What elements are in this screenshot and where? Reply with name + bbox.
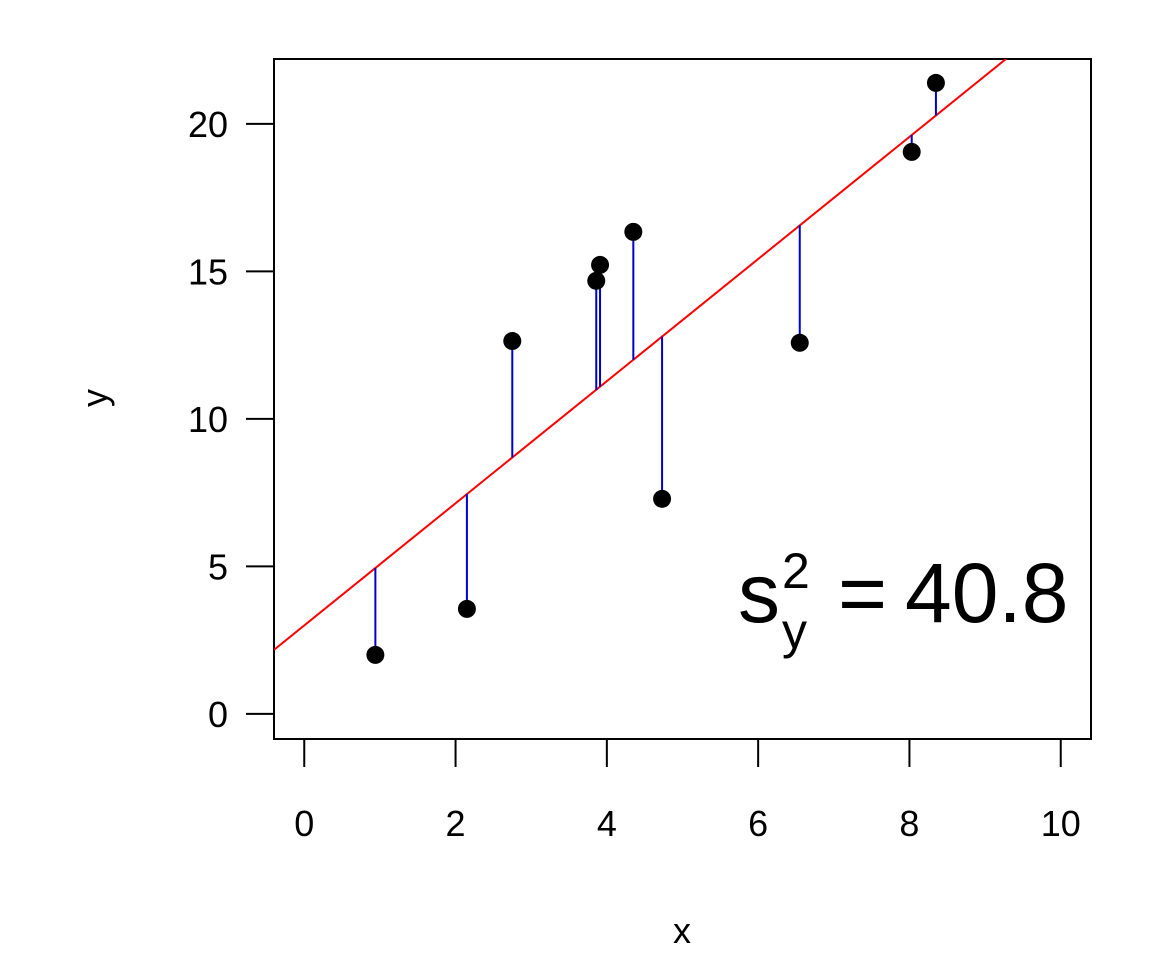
x-tick-label: 0 <box>294 803 314 844</box>
point <box>790 333 809 352</box>
point <box>624 222 643 241</box>
annotation-superscript: 2 <box>782 543 810 599</box>
annotation: s 2 y = 40.8 <box>738 543 1069 659</box>
annotation-equals: = <box>838 546 887 640</box>
y-tick-label: 0 <box>208 694 228 735</box>
annotation-value: 40.8 <box>905 546 1069 640</box>
y-tick-label: 15 <box>188 251 228 292</box>
x-axis-label: x <box>673 910 691 951</box>
x-tick-label: 4 <box>597 803 617 844</box>
x-tick-label: 10 <box>1041 803 1081 844</box>
point <box>587 271 606 290</box>
y-tick-label: 5 <box>208 546 228 587</box>
annotation-subscript: y <box>782 603 807 659</box>
y-tick-label: 10 <box>188 399 228 440</box>
x-tick-label: 6 <box>748 803 768 844</box>
regression-line <box>274 59 1008 651</box>
annotation-symbol: s <box>738 546 780 640</box>
y-tick-label: 20 <box>188 104 228 145</box>
point <box>926 73 945 92</box>
point <box>503 332 522 351</box>
point <box>366 645 385 664</box>
point <box>457 599 476 618</box>
point <box>653 489 672 508</box>
x-tick-label: 8 <box>899 803 919 844</box>
point <box>591 255 610 274</box>
y-axis-label: y <box>74 389 115 407</box>
point <box>902 142 921 161</box>
x-tick-label: 2 <box>446 803 466 844</box>
